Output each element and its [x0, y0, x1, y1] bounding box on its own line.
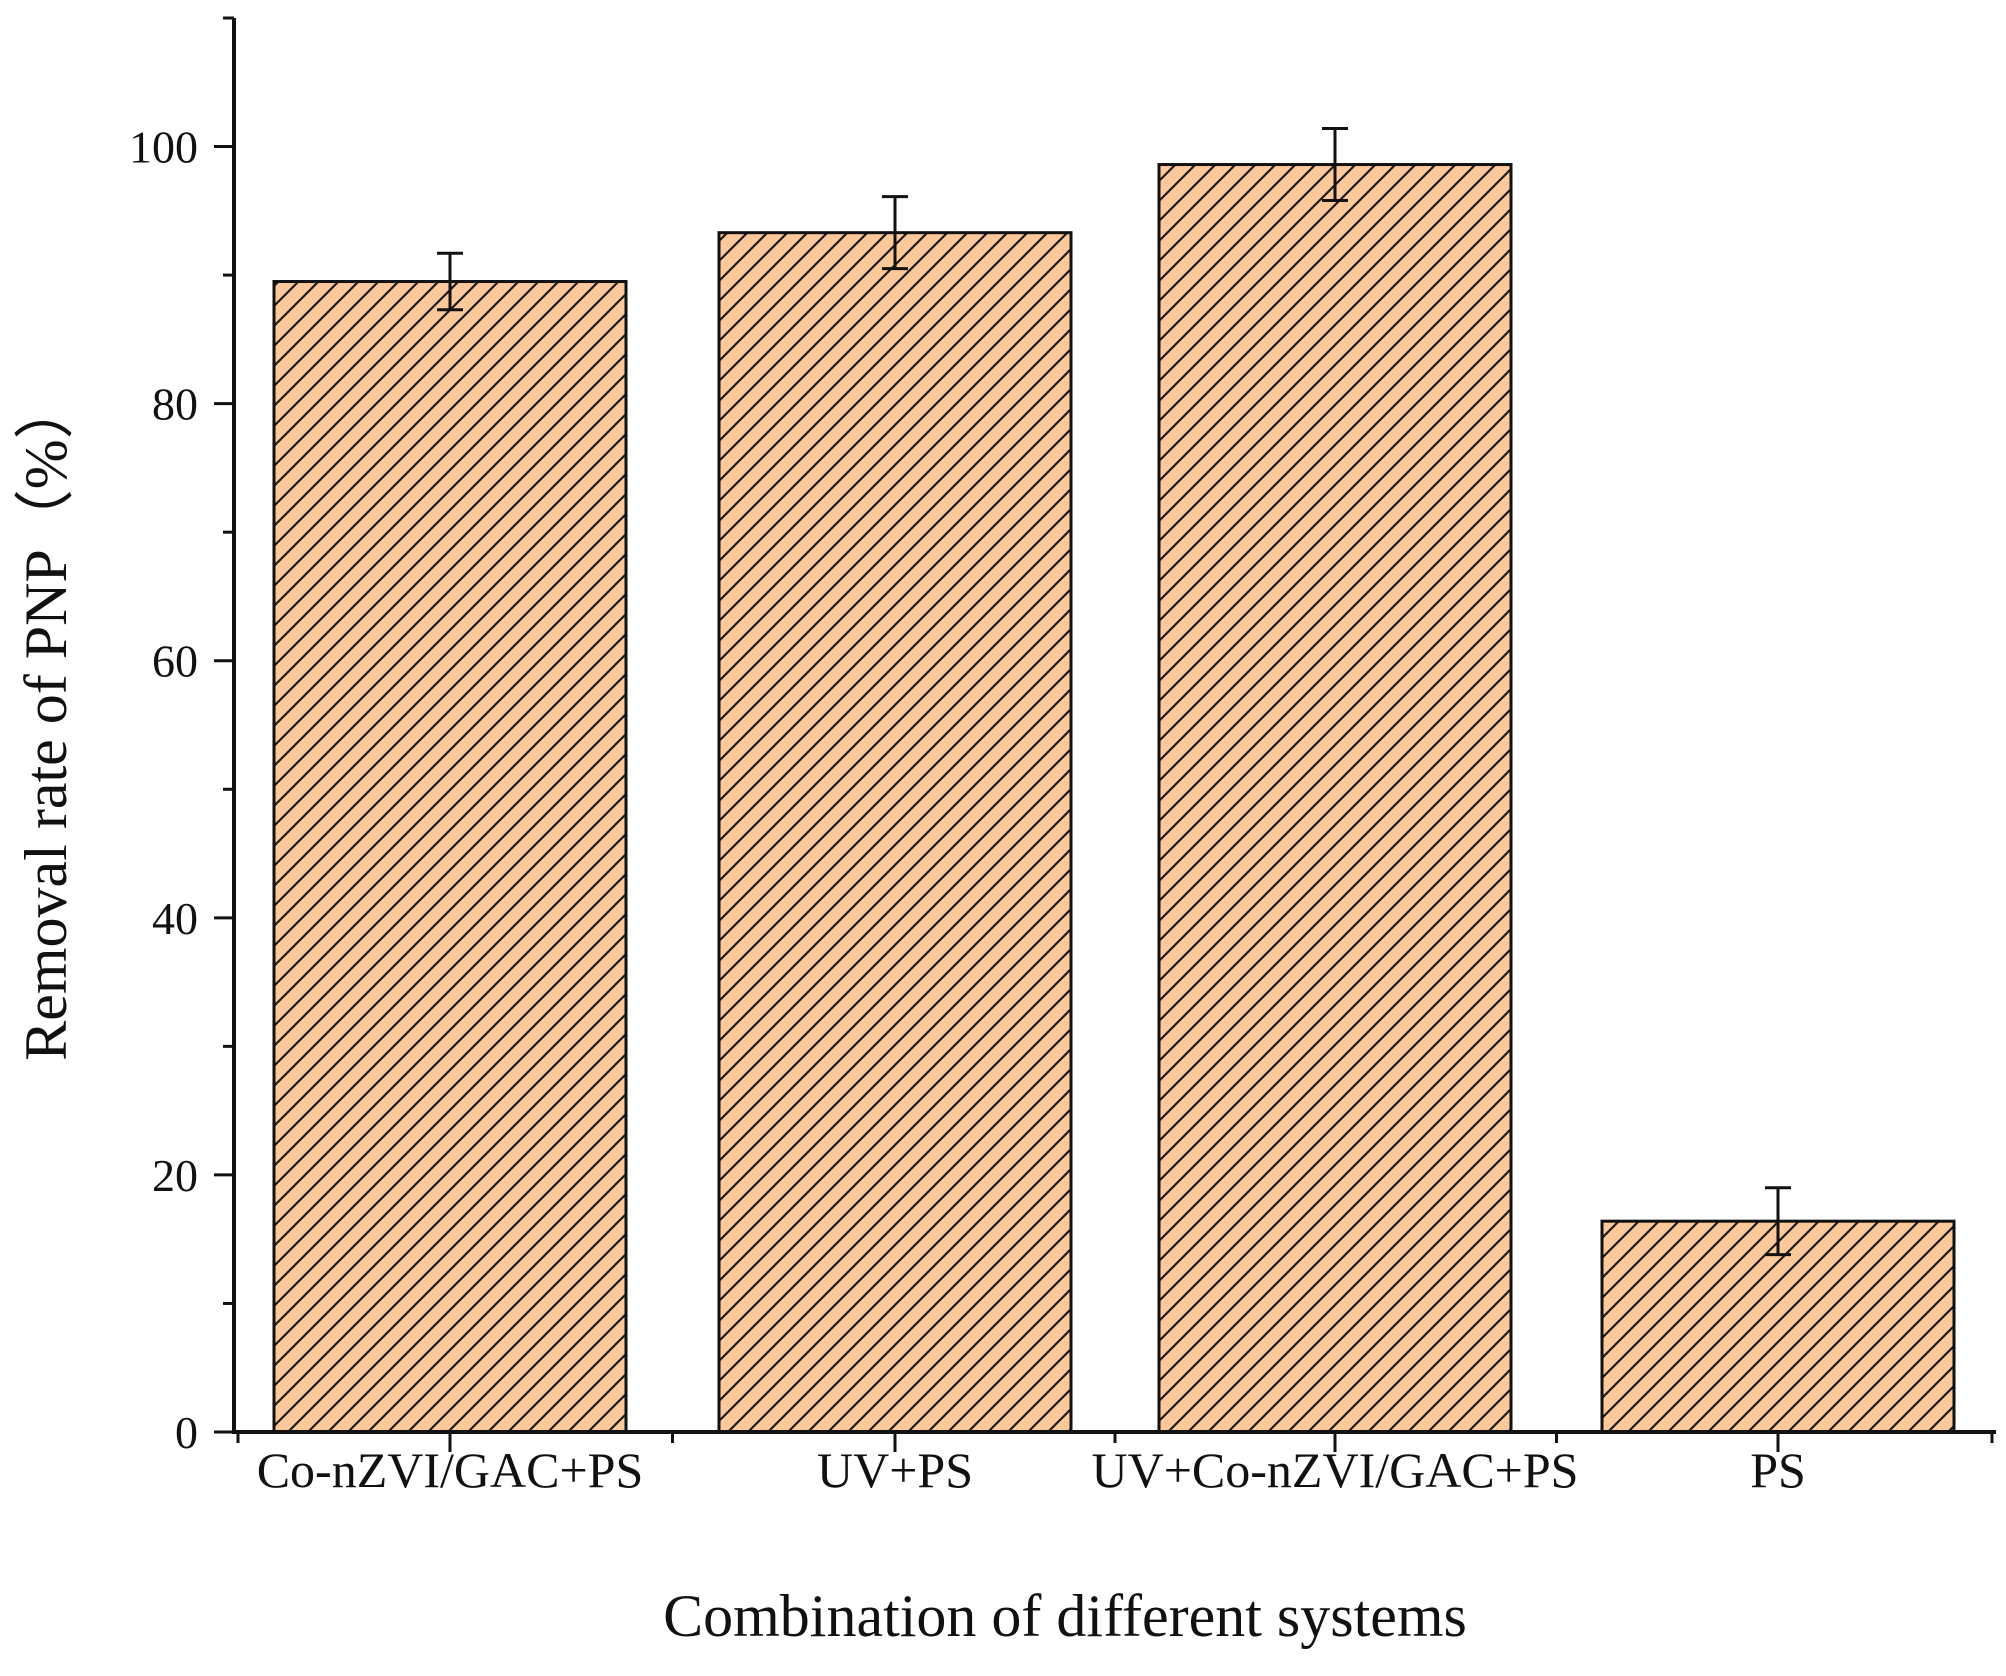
x-tick-label: PS	[1750, 1442, 1806, 1498]
y-tick-label: 20	[152, 1150, 198, 1201]
bar	[1600, 1219, 1956, 1434]
x-tick-label: Co-nZVI/GAC+PS	[257, 1442, 644, 1498]
bar	[272, 280, 628, 1434]
bars-layer	[272, 163, 1956, 1434]
error-bar	[882, 195, 908, 271]
y-tick-label: 0	[175, 1407, 198, 1458]
y-axis-title: Removal rate of PNP（%）	[13, 379, 79, 1061]
error-bar	[437, 251, 463, 312]
y-tick-label: 100	[129, 122, 198, 173]
y-ticks: 0 20 40 60 80 100	[129, 16, 234, 1458]
bar	[1157, 163, 1513, 1434]
x-axis-title: Combination of different systems	[663, 1583, 1467, 1649]
x-tick-label: UV+PS	[817, 1442, 973, 1498]
x-ticks: Co-nZVI/GAC+PS UV+PS UV+Co-nZVI/GAC+PS PS	[236, 1432, 1994, 1498]
y-tick-label: 40	[152, 893, 198, 944]
bar	[717, 231, 1073, 1434]
x-axis: Co-nZVI/GAC+PS UV+PS UV+Co-nZVI/GAC+PS PS	[232, 1430, 1996, 1498]
y-tick-label: 80	[152, 379, 198, 430]
error-bar	[1322, 127, 1348, 203]
error-bar	[1765, 1186, 1791, 1257]
y-tick-label: 60	[152, 636, 198, 687]
y-axis: 0 20 40 60 80 100	[129, 16, 236, 1458]
error-bars-layer	[437, 127, 1791, 1257]
x-tick-label: UV+Co-nZVI/GAC+PS	[1092, 1442, 1579, 1498]
